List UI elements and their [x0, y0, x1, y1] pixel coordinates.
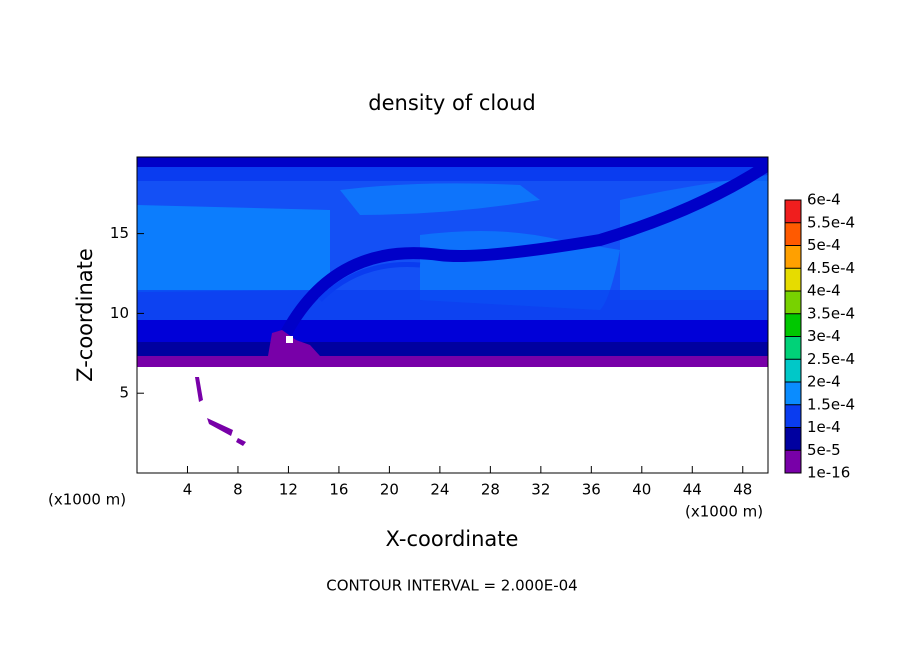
colorbar-band: [785, 200, 801, 223]
colorbar-band: [785, 427, 801, 451]
x-tick-label: 20: [380, 481, 399, 499]
x-tick-label: 4: [183, 481, 193, 499]
y-unit: (x1000 m): [48, 491, 126, 509]
colorbar-label: 2e-4: [807, 373, 841, 391]
colorbar-label: 4e-4: [807, 282, 841, 300]
colorbar-band: [785, 450, 801, 473]
contour-field: [137, 157, 768, 473]
colorbar-band: [785, 245, 801, 269]
y-tick-label: 10: [110, 304, 129, 322]
x-tick-label: 12: [279, 481, 298, 499]
colorbar-label: 3e-4: [807, 327, 841, 345]
colorbar-label: 1e-16: [807, 464, 850, 482]
plot-frame: [136, 156, 769, 474]
x-tick-label: 28: [481, 481, 500, 499]
colorbar-frame: [784, 199, 802, 474]
y-tick-label: 15: [110, 224, 129, 242]
x-tick-label: 8: [233, 481, 243, 499]
colorbar-band: [785, 291, 801, 314]
colorbar-band: [785, 404, 801, 428]
colorbar-label: 1.5e-4: [807, 395, 855, 413]
footer: CONTOUR INTERVAL = 2.000E-04: [326, 577, 577, 595]
x-tick-label: 24: [430, 481, 449, 499]
colorbar-label: 5e-5: [807, 441, 841, 459]
colorbar-label: 6e-4: [807, 191, 841, 209]
colorbar-band: [785, 359, 801, 382]
colorbar-label: 5e-4: [807, 236, 841, 254]
x-axis-label: X-coordinate: [386, 527, 519, 551]
colorbar-label: 3.5e-4: [807, 304, 855, 322]
x-tick-label: 48: [733, 481, 752, 499]
colorbar-band: [785, 222, 801, 246]
colorbar-band: [785, 336, 801, 360]
x-tick-label: 36: [582, 481, 601, 499]
x-tick-label: 32: [531, 481, 550, 499]
colorbar-band: [785, 382, 801, 405]
y-tick-label: 5: [119, 384, 129, 402]
colorbar-band: [785, 268, 801, 291]
x-unit: (x1000 m): [685, 503, 763, 521]
colorbar-label: 2.5e-4: [807, 350, 855, 368]
chart-title: density of cloud: [368, 91, 535, 115]
colorbar-band: [785, 313, 801, 337]
colorbar-label: 5.5e-4: [807, 213, 855, 231]
x-tick-label: 44: [683, 481, 702, 499]
colorbar-label: 4.5e-4: [807, 259, 855, 277]
colorbar-label: 1e-4: [807, 418, 841, 436]
x-tick-label: 16: [329, 481, 348, 499]
x-tick-label: 40: [632, 481, 651, 499]
y-axis-label: Z-coordinate: [73, 248, 97, 382]
